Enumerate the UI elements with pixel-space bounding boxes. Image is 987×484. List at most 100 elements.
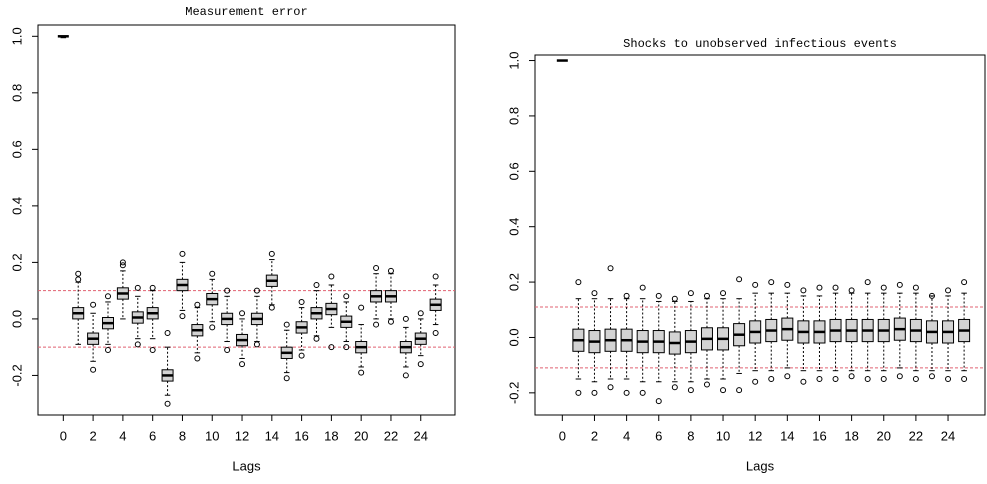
outlier (224, 287, 231, 294)
outlier (720, 290, 727, 297)
x-tick-label: 6 (655, 428, 662, 443)
outlier (253, 287, 260, 294)
outlier (343, 344, 350, 351)
outlier (298, 298, 305, 305)
outlier (119, 259, 126, 266)
outlier (387, 318, 394, 325)
y-tick-label: -0.2 (506, 382, 521, 404)
outlier (75, 276, 82, 283)
outlier (134, 341, 141, 348)
outlier (343, 293, 350, 300)
outlier (313, 335, 320, 342)
outlier (928, 292, 935, 299)
outlier (816, 376, 823, 382)
chart-title: Shocks to unobserved infectious events (623, 37, 897, 51)
x-tick-label: 12 (748, 428, 762, 443)
outlier (896, 373, 903, 380)
x-tick-label: 20 (877, 428, 891, 443)
outlier (283, 321, 290, 328)
outlier (194, 355, 201, 362)
y-tick-label: 0.4 (506, 218, 521, 236)
outlier (880, 284, 887, 291)
outlier (432, 330, 439, 337)
outlier (768, 376, 775, 382)
outlier (575, 389, 582, 396)
outlier (864, 376, 871, 382)
outlier (687, 290, 694, 297)
outlier (848, 373, 855, 380)
outlier (720, 387, 727, 394)
x-tick-label: 4 (119, 428, 126, 443)
y-tick-label: 0.0 (9, 310, 24, 328)
outlier (239, 361, 246, 368)
x-axis-label: Lags (232, 458, 261, 473)
outlier (373, 265, 380, 272)
outlier (961, 279, 968, 286)
outlier (784, 281, 791, 288)
outlier (149, 284, 156, 291)
x-tick-label: 16 (812, 428, 826, 443)
outlier (283, 375, 290, 382)
outlier (912, 376, 919, 382)
y-tick-label: -0.2 (9, 364, 24, 386)
x-tick-label: 8 (179, 428, 186, 443)
outlier (268, 304, 275, 311)
outlier (655, 398, 662, 405)
outlier (752, 281, 759, 288)
outlier (104, 293, 111, 300)
x-tick-label: 4 (623, 428, 630, 443)
outlier (945, 376, 952, 382)
outlier (253, 341, 260, 348)
outlier (800, 378, 807, 385)
plot-frame (37, 24, 456, 416)
outlier (623, 389, 630, 396)
outlier (671, 295, 678, 302)
outlier (848, 287, 855, 294)
outlier (209, 270, 216, 277)
outlier (736, 387, 743, 394)
y-tick-label: 0.2 (9, 253, 24, 271)
outlier (119, 262, 126, 269)
outlier (880, 376, 887, 382)
outlier (607, 384, 614, 391)
x-tick-label: 12 (235, 428, 249, 443)
y-tick-label: 0.8 (9, 84, 24, 102)
outlier (224, 347, 231, 353)
outlier (703, 292, 710, 299)
outlier (373, 321, 380, 328)
plot-frame (534, 54, 986, 416)
x-tick-label: 18 (324, 428, 338, 443)
y-tick-label: 0.6 (506, 162, 521, 180)
outlier (134, 284, 141, 291)
outlier (387, 267, 394, 274)
outlier (671, 384, 678, 391)
outlier (928, 373, 935, 380)
outlier (164, 400, 171, 407)
outlier (800, 287, 807, 294)
outlier (832, 376, 839, 382)
x-tick-label: 8 (687, 428, 694, 443)
outlier (736, 276, 743, 283)
x-tick-label: 2 (89, 428, 96, 443)
outlier (209, 324, 216, 331)
x-axis-label: Lags (746, 458, 775, 473)
x-tick-label: 18 (844, 428, 858, 443)
outlier (752, 378, 759, 385)
x-tick-label: 14 (265, 428, 279, 443)
outlier (832, 284, 839, 291)
outlier (591, 389, 598, 396)
outlier (179, 250, 186, 257)
y-tick-label: 1.0 (506, 51, 521, 69)
outlier (896, 281, 903, 288)
outlier (313, 282, 320, 288)
outlier (768, 279, 775, 286)
outlier (623, 292, 630, 299)
outlier (149, 347, 156, 353)
x-tick-label: 6 (149, 428, 156, 443)
x-tick-label: 20 (354, 428, 368, 443)
outlier (417, 310, 424, 317)
outlier (358, 369, 365, 376)
outlier (90, 366, 97, 373)
